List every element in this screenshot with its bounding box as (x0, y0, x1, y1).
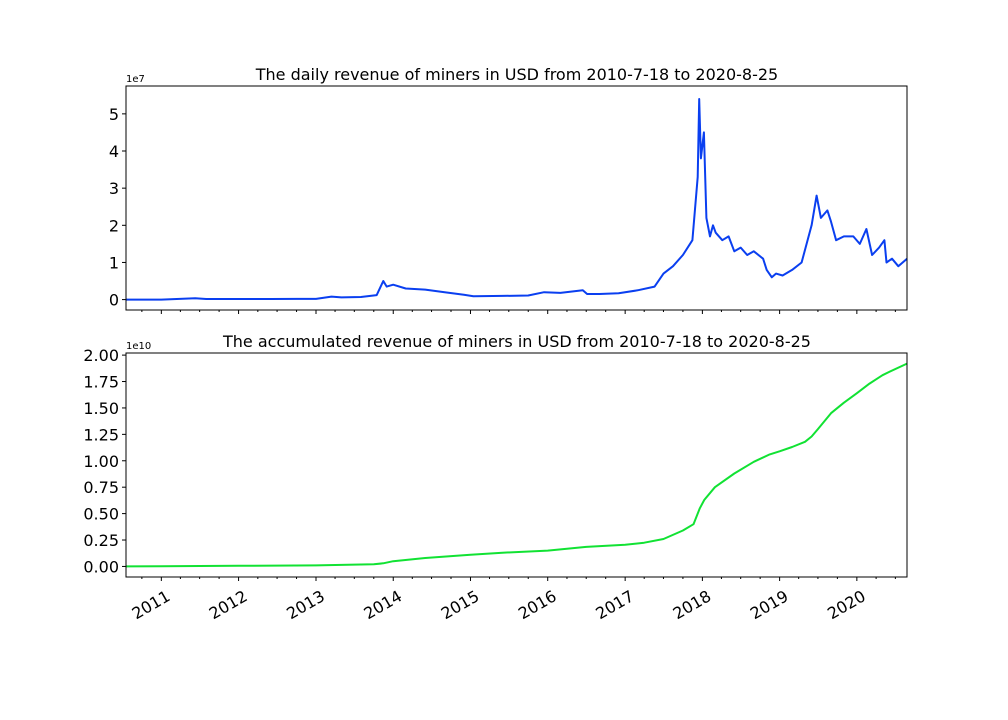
y-tick-label: 1.25 (83, 425, 119, 444)
y-tick-label: 0.00 (83, 557, 119, 576)
daily-revenue-series (126, 98, 908, 301)
y-tick-label: 1.75 (83, 373, 119, 392)
daily-revenue-y-offset: 1e7 (126, 74, 145, 85)
accumulated-revenue-y-ticks: 0.00 0.25 0.50 0.75 1.00 1.25 1.50 1.75 2.00 (83, 346, 126, 576)
y-tick-label: 2.00 (83, 346, 119, 365)
y-tick-label: 1.00 (83, 452, 119, 471)
daily-revenue-x-ticks (141, 310, 896, 314)
accumulated-revenue-y-offset: 1e10 (126, 341, 151, 352)
daily-revenue-chart: The daily revenue of miners in USD from … (109, 65, 908, 314)
y-tick-label: 5 (109, 105, 119, 124)
y-tick-label: 2 (109, 216, 119, 235)
daily-revenue-y-ticks: 0 1 2 3 4 5 (109, 105, 126, 310)
daily-revenue-title: The daily revenue of miners in USD from … (255, 65, 778, 84)
accumulated-revenue-series (125, 362, 908, 568)
y-tick-label: 1.50 (83, 399, 119, 418)
y-tick-label: 0.25 (83, 531, 119, 550)
accumulated-revenue-axes-frame (125, 352, 908, 578)
y-tick-label: 3 (109, 179, 119, 198)
accumulated-revenue-line (125, 362, 908, 568)
daily-revenue-axes-frame (125, 85, 908, 311)
accumulated-revenue-title: The accumulated revenue of miners in USD… (222, 332, 811, 351)
y-tick-label: 0.75 (83, 478, 119, 497)
y-tick-label: 4 (109, 142, 119, 161)
y-tick-label: 0.50 (83, 505, 119, 524)
daily-revenue-line (126, 98, 908, 301)
y-tick-label: 0 (109, 291, 119, 310)
y-tick-label: 1 (109, 253, 119, 272)
